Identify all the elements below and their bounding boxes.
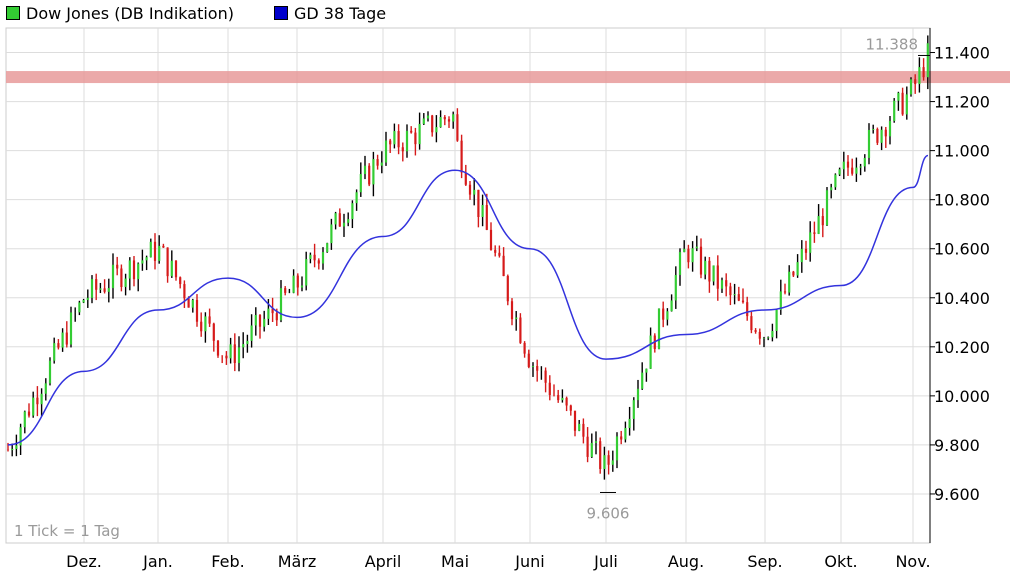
y-tick-label: 10.000 [934, 387, 990, 406]
x-tick-label: Jan. [142, 552, 173, 571]
y-tick-label: 11.000 [934, 142, 990, 161]
y-tick-label: 10.400 [934, 289, 990, 308]
legend-swatch-dow [6, 6, 20, 20]
ohlc-bars [6, 35, 929, 480]
y-tick-label: 11.200 [934, 93, 990, 112]
plot-frame [5, 27, 931, 544]
y-tick-label: 11.400 [934, 44, 990, 63]
y-tick-label: 9.600 [934, 485, 980, 504]
x-tick-label: April [365, 552, 402, 571]
tick-note: 1 Tick = 1 Tag [14, 522, 120, 540]
resistance-band [6, 71, 1010, 84]
x-tick-label: Okt. [824, 552, 857, 571]
x-tick-label: März [278, 552, 317, 571]
moving-average [7, 154, 929, 446]
y-tick-label: 10.800 [934, 191, 990, 210]
chart-axes: Dez. Jan. Feb. März April Mai Juni Juli Aug. Sep.… [14, 28, 990, 571]
legend-item-dow: Dow Jones (DB Indikation) [6, 4, 234, 23]
x-tick-label: Juni [514, 552, 544, 571]
x-tick-label: Nov. [895, 552, 930, 571]
x-tick-label: Sep. [747, 552, 782, 571]
legend-item-ma: GD 38 Tage [273, 3, 387, 23]
high-annotation: 11.388 [866, 35, 919, 53]
legend-swatch-ma [273, 6, 288, 20]
x-tick-label: Aug. [668, 552, 704, 571]
legend-label-ma: GD 38 Tage [293, 3, 387, 23]
legend-label-dow: Dow Jones (DB Indikation) [26, 3, 234, 23]
x-tick-label: Feb. [211, 552, 244, 571]
x-tick-label: Dez. [66, 552, 102, 571]
legend: Dow Jones (DB Indikation) GD 38 Tage [6, 2, 426, 24]
x-tick-label: Mai [441, 552, 469, 571]
moving-average-line [7, 154, 929, 446]
low-annotation: 9.606 [587, 504, 630, 522]
chart-grid [5, 27, 1010, 544]
y-tick-label: 9.800 [934, 436, 980, 455]
x-tick-label: Juli [593, 552, 618, 571]
y-tick-label: 10.200 [934, 338, 990, 357]
y-tick-label: 10.600 [934, 240, 990, 259]
